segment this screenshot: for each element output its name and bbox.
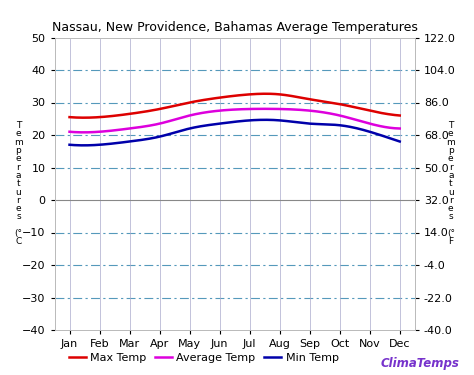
Text: T
e
m
p
e
r
a
t
u
r
e
s
 
(°
C: T e m p e r a t u r e s (° C (14, 121, 23, 246)
Title: Nassau, New Providence, Bahamas Average Temperatures: Nassau, New Providence, Bahamas Average … (52, 21, 418, 33)
Text: T
e
m
p
e
r
a
t
u
r
e
s
 
(°
F: T e m p e r a t u r e s (° F (447, 121, 455, 246)
Text: ClimaTemps: ClimaTemps (381, 357, 460, 370)
Legend: Max Temp, Average Temp, Min Temp: Max Temp, Average Temp, Min Temp (64, 349, 343, 368)
